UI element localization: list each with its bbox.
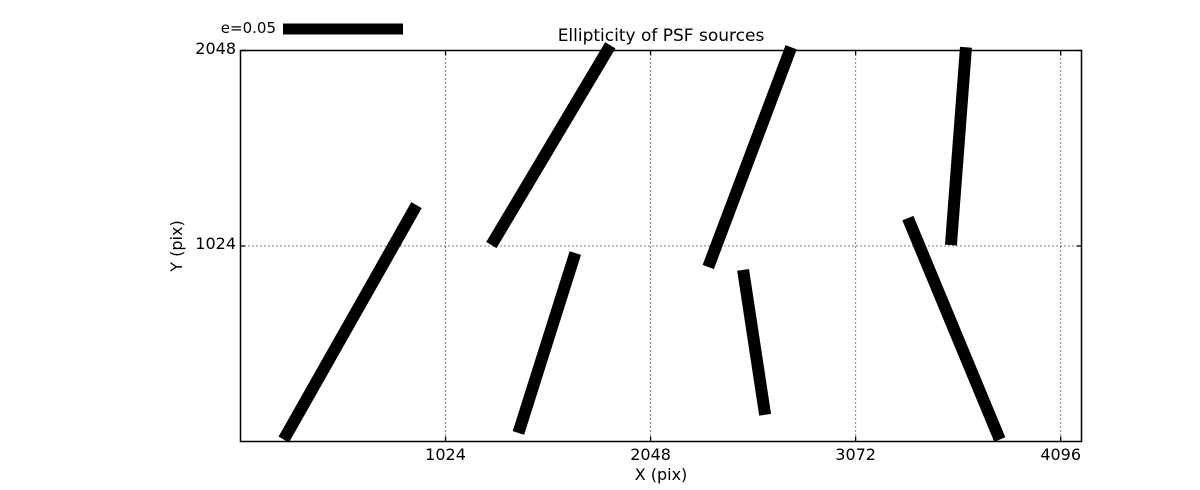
legend-label: e=0.05	[220, 19, 276, 37]
x-tick-label: 2048	[630, 445, 671, 464]
psf-ellipticity-whisker	[737, 268, 772, 416]
x-tick-label: 3072	[835, 445, 876, 464]
x-tick-label: 1024	[425, 445, 466, 464]
psf-ellipticity-whisker	[702, 45, 797, 270]
x-tick-label: 4096	[1040, 445, 1082, 464]
psf-ellipticity-whisker	[512, 251, 582, 435]
chart-title: Ellipticity of PSF sources	[557, 26, 765, 46]
psf-ellipticity-whisker	[278, 202, 422, 443]
psf-ellipticity-whisker	[486, 42, 616, 249]
psf-ellipticity-whisker	[902, 215, 1006, 442]
psf-ellipticity-whisker	[944, 46, 972, 246]
y-tick-label: 2048	[195, 38, 236, 58]
x-axis-label: X (pix)	[634, 465, 688, 484]
y-axis-label: Y (pix)	[167, 220, 186, 272]
y-tick-label: 1024	[195, 234, 236, 253]
